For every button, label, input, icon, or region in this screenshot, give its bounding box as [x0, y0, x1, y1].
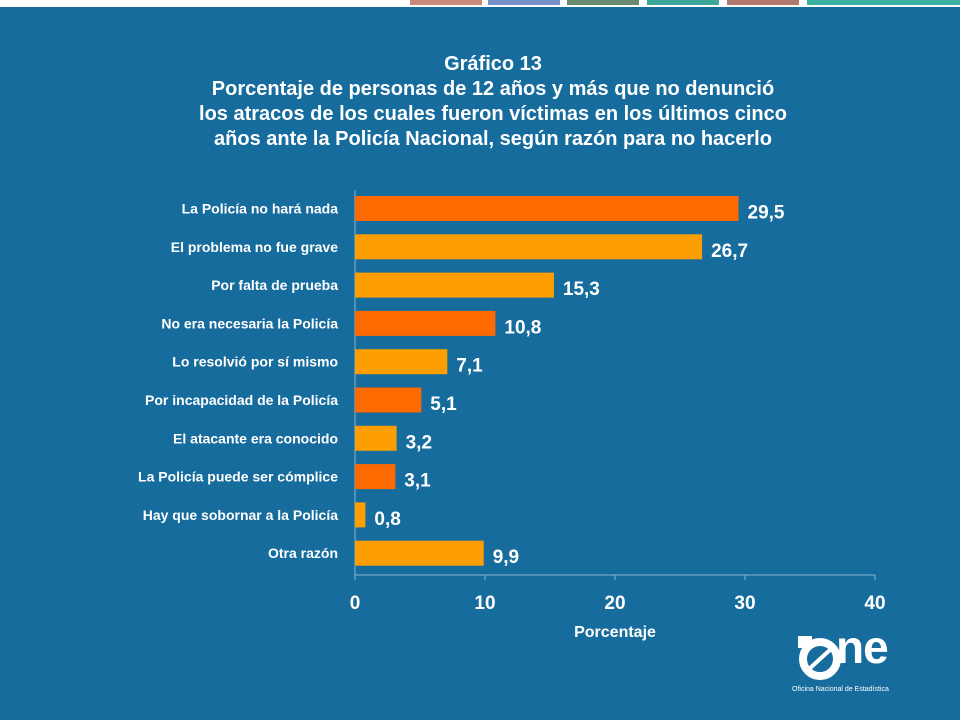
x-tick-label: 0 [350, 593, 361, 614]
bar [355, 387, 422, 413]
category-label: El problema no fue grave [171, 239, 338, 255]
top-color-swatch [567, 0, 639, 5]
data-label: 15,3 [563, 279, 600, 300]
one-logo-subtitle: Oficina Nacional de Estadística [792, 686, 889, 693]
category-label: Por incapacidad de la Policía [145, 392, 338, 408]
bar [355, 234, 703, 260]
top-color-swatch [807, 0, 960, 5]
data-label: 7,1 [456, 356, 483, 377]
category-label: Hay que sobornar a la Policía [143, 507, 339, 523]
bar [355, 310, 496, 336]
chart-title-line-3: los atracos de los cuales fueron víctima… [199, 103, 787, 125]
top-color-swatch [410, 0, 482, 5]
category-label: El atacante era conocido [173, 430, 338, 446]
chart-title-line-1: Gráfico 13 [444, 53, 542, 75]
data-label: 0,8 [374, 509, 400, 530]
x-tick-label: 40 [864, 593, 885, 614]
top-color-swatch [727, 0, 799, 5]
one-logo: ne Oficina Nacional de Estadística [792, 621, 922, 698]
bar [355, 464, 396, 490]
bar [355, 425, 397, 451]
data-label: 26,7 [711, 241, 748, 262]
data-label: 5,1 [430, 394, 457, 415]
data-label: 3,1 [404, 471, 431, 492]
x-tick-label: 30 [734, 593, 755, 614]
category-label: Por falta de prueba [211, 277, 338, 293]
category-label: La Policía puede ser cómplice [138, 469, 338, 485]
chart-title-line-4: años ante la Policía Nacional, según raz… [214, 128, 772, 150]
category-label: La Policía no hará nada [182, 201, 339, 217]
one-logo-word: ne [836, 621, 889, 673]
x-tick-label: 20 [604, 593, 625, 614]
chart-title: Gráfico 13 Porcentaje de personas de 12 … [0, 52, 960, 152]
x-tick-label: 10 [474, 593, 495, 614]
category-label: Otra razón [268, 545, 338, 561]
top-color-swatch [488, 0, 560, 5]
category-label: Lo resolvió por sí mismo [172, 354, 338, 370]
x-axis-title: Porcentaje [574, 624, 656, 641]
data-label: 9,9 [493, 547, 519, 568]
data-label: 3,2 [406, 432, 432, 453]
bar [355, 502, 366, 528]
bar [355, 349, 448, 375]
top-color-swatch [647, 0, 719, 5]
data-label: 29,5 [748, 203, 785, 224]
category-label: No era necesaria la Policía [161, 315, 338, 331]
bar [355, 272, 554, 298]
bar [355, 196, 739, 221]
bar [355, 540, 484, 566]
data-label: 10,8 [504, 317, 541, 338]
chart-title-line-2: Porcentaje de personas de 12 años y más … [211, 78, 775, 100]
one-logo-icon [798, 636, 841, 680]
